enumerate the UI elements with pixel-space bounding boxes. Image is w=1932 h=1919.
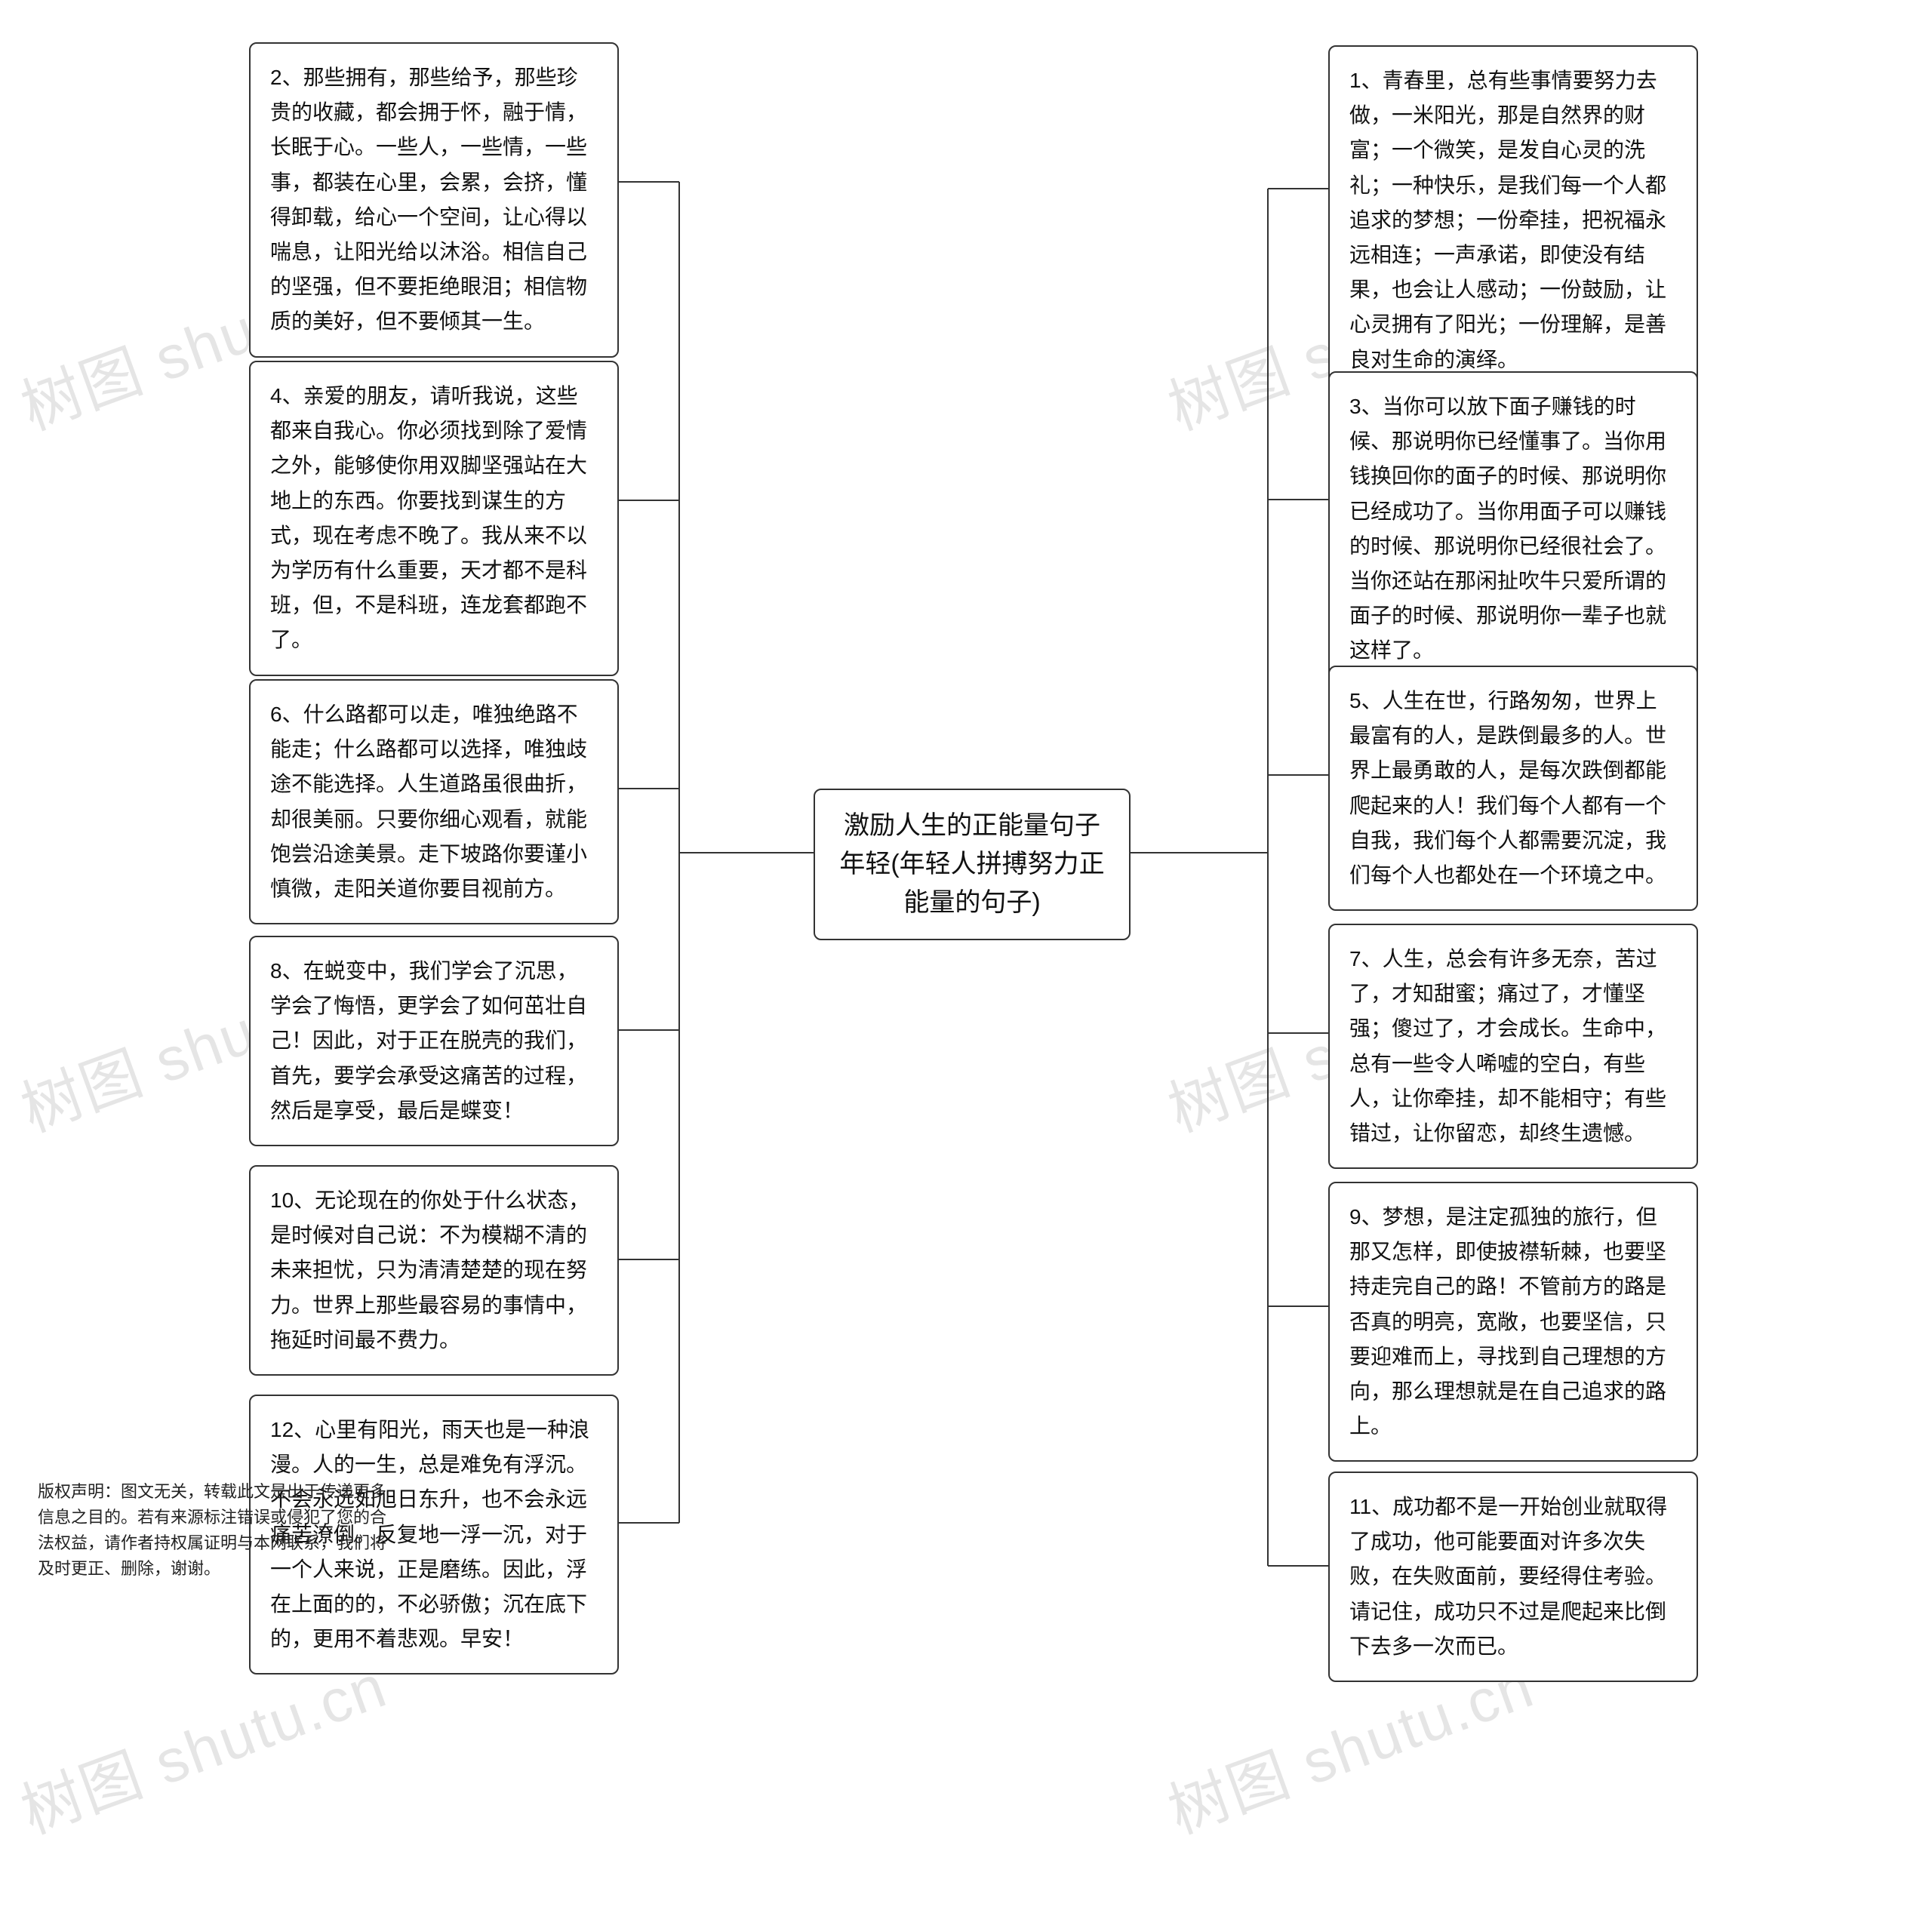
branch-node-5: 5、人生在世，行路匆匆，世界上最富有的人，是跌倒最多的人。世界上最勇敢的人，是每… [1328, 666, 1698, 911]
branch-node-6: 6、什么路都可以走，唯独绝路不能走；什么路都可以选择，唯独歧途不能选择。人生道路… [249, 679, 619, 924]
mindmap-canvas: 树图 shutu.cn 树图 shutu.cn 树图 shutu.cn 树图 s… [0, 0, 1932, 1919]
branch-node-10: 10、无论现在的你处于什么状态，是时候对自己说：不为模糊不清的未来担忧，只为清清… [249, 1165, 619, 1376]
branch-node-8: 8、在蜕变中，我们学会了沉思，学会了悔悟，更学会了如何茁壮自己！因此，对于正在脱… [249, 936, 619, 1146]
copyright-notice: 版权声明：图文无关，转载此文是出于传递更多信息之目的。若有来源标注错误或侵犯了您… [38, 1479, 392, 1582]
center-topic: 激励人生的正能量句子年轻(年轻人拼搏努力正能量的句子) [814, 789, 1131, 940]
branch-node-1: 1、青春里，总有些事情要努力去做，一米阳光，那是自然界的财富；一个微笑，是发自心… [1328, 45, 1698, 395]
branch-node-9: 9、梦想，是注定孤独的旅行，但那又怎样，即使披襟斩棘，也要坚持走完自己的路！不管… [1328, 1182, 1698, 1462]
branch-node-7: 7、人生，总会有许多无奈，苦过了，才知甜蜜；痛过了，才懂坚强；傻过了，才会成长。… [1328, 924, 1698, 1169]
branch-node-4: 4、亲爱的朋友，请听我说，这些都来自我心。你必须找到除了爱情之外，能够使你用双脚… [249, 361, 619, 676]
branch-node-11: 11、成功都不是一开始创业就取得了成功，他可能要面对许多次失败，在失败面前，要经… [1328, 1472, 1698, 1682]
branch-node-3: 3、当你可以放下面子赚钱的时候、那说明你已经懂事了。当你用钱换回你的面子的时候、… [1328, 371, 1698, 687]
branch-node-2: 2、那些拥有，那些给予，那些珍贵的收藏，都会拥于怀，融于情，长眠于心。一些人，一… [249, 42, 619, 358]
